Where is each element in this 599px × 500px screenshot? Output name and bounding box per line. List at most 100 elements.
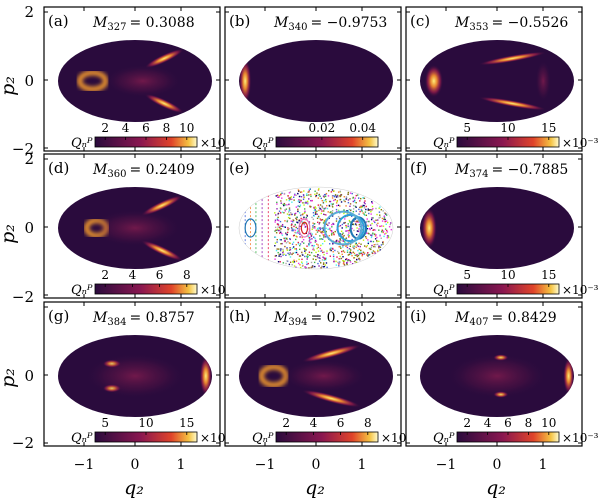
poincare-point bbox=[291, 229, 293, 232]
poincare-point bbox=[328, 200, 331, 203]
poincare-point bbox=[368, 253, 371, 256]
overlap-symbol: M bbox=[273, 310, 289, 326]
poincare-point bbox=[370, 234, 372, 236]
poincare-point bbox=[320, 244, 322, 247]
poincare-point bbox=[320, 250, 322, 252]
poincare-point bbox=[334, 249, 336, 252]
poincare-point bbox=[325, 214, 327, 216]
poincare-point bbox=[337, 261, 339, 264]
colorbar-tick-label: 10 bbox=[138, 416, 153, 430]
poincare-point bbox=[275, 229, 277, 231]
colorbar-label: Qₙᴾ bbox=[71, 283, 93, 298]
poincare-point bbox=[379, 246, 382, 248]
density-glow bbox=[88, 209, 182, 247]
poincare-point bbox=[292, 246, 295, 248]
poincare-point bbox=[331, 205, 333, 207]
poincare-point bbox=[367, 252, 369, 254]
poincare-point bbox=[335, 240, 338, 242]
colorbar-tick-label: 0.04 bbox=[349, 121, 376, 135]
poincare-point bbox=[328, 190, 330, 192]
poincare-point bbox=[303, 216, 305, 219]
poincare-point bbox=[324, 207, 327, 209]
poincare-point bbox=[295, 266, 297, 268]
poincare-point bbox=[329, 229, 332, 232]
poincare-point bbox=[324, 258, 326, 261]
poincare-point bbox=[286, 204, 288, 206]
poincare-point bbox=[298, 201, 301, 203]
poincare-point bbox=[351, 227, 353, 230]
poincare-point bbox=[298, 232, 300, 234]
poincare-point bbox=[337, 216, 340, 218]
poincare-point bbox=[321, 205, 323, 207]
poincare-point bbox=[311, 200, 313, 202]
poincare-point bbox=[346, 251, 349, 253]
poincare-point bbox=[348, 232, 350, 234]
poincare-point bbox=[297, 205, 299, 207]
poincare-point bbox=[356, 255, 359, 258]
poincare-point bbox=[308, 191, 310, 193]
poincare-point bbox=[374, 252, 376, 254]
poincare-point bbox=[323, 251, 325, 253]
poincare-point bbox=[312, 248, 314, 251]
poincare-point bbox=[323, 236, 325, 238]
poincare-point bbox=[300, 217, 302, 220]
poincare-point bbox=[284, 239, 286, 242]
x-tick-label: −1 bbox=[436, 457, 457, 473]
colorbar-tick-label: 15 bbox=[541, 268, 556, 282]
poincare-point bbox=[330, 203, 333, 205]
poincare-point bbox=[337, 196, 339, 198]
poincare-point bbox=[295, 217, 297, 220]
poincare-point bbox=[289, 261, 292, 263]
poincare-point bbox=[339, 217, 341, 220]
poincare-point bbox=[280, 193, 282, 196]
poincare-point bbox=[298, 195, 301, 198]
poincare-point bbox=[336, 239, 338, 241]
poincare-point bbox=[276, 219, 279, 221]
overlap-label: M340 = −0.9753 bbox=[273, 15, 387, 33]
overlap-label: M353 = −0.5526 bbox=[454, 15, 568, 33]
poincare-point bbox=[376, 243, 379, 246]
poincare-point bbox=[299, 255, 302, 257]
poincare-point bbox=[354, 223, 357, 225]
poincare-point bbox=[342, 244, 344, 247]
poincare-point bbox=[340, 257, 343, 260]
poincare-point bbox=[359, 258, 361, 261]
colorbar-tick-label: 6 bbox=[142, 121, 150, 135]
poincare-point bbox=[314, 255, 317, 258]
poincare-point bbox=[330, 191, 333, 193]
poincare-point bbox=[289, 256, 292, 258]
poincare-point bbox=[340, 247, 342, 249]
poincare-point bbox=[366, 232, 368, 234]
poincare-point bbox=[381, 229, 384, 231]
poincare-point bbox=[319, 204, 322, 206]
poincare-point bbox=[363, 201, 366, 204]
poincare-point bbox=[306, 193, 308, 195]
poincare-point bbox=[303, 247, 305, 250]
poincare-point bbox=[358, 208, 360, 211]
poincare-point bbox=[303, 212, 306, 214]
poincare-point bbox=[312, 247, 315, 249]
poincare-point bbox=[277, 196, 279, 199]
poincare-point bbox=[317, 254, 319, 256]
poincare-point bbox=[329, 227, 331, 230]
poincare-point bbox=[390, 228, 393, 231]
poincare-point bbox=[366, 254, 368, 256]
poincare-point bbox=[374, 229, 376, 231]
poincare-point bbox=[370, 246, 373, 249]
poincare-point bbox=[385, 214, 388, 216]
poincare-point bbox=[357, 230, 360, 233]
poincare-point bbox=[332, 203, 335, 205]
poincare-point bbox=[284, 237, 287, 239]
overlap-symbol: M bbox=[454, 15, 470, 31]
poincare-point bbox=[282, 204, 285, 207]
poincare-point bbox=[278, 210, 281, 212]
poincare-point bbox=[315, 212, 317, 214]
poincare-point bbox=[356, 244, 358, 246]
poincare-point bbox=[373, 245, 375, 248]
density-hotspot bbox=[199, 355, 212, 397]
poincare-point bbox=[382, 230, 385, 232]
density-hotspot bbox=[301, 344, 362, 363]
poincare-point bbox=[380, 237, 382, 239]
poincare-point bbox=[359, 197, 362, 200]
